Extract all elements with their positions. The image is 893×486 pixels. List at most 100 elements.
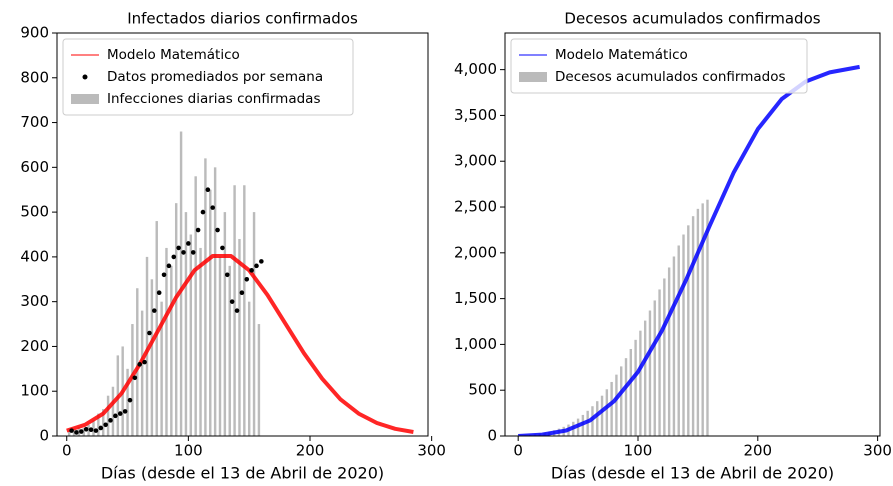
point [113, 413, 118, 419]
bar [131, 324, 134, 436]
point [156, 290, 162, 296]
legend-swatch [519, 72, 547, 82]
bar [648, 310, 652, 436]
bar [677, 245, 680, 436]
point [83, 426, 89, 432]
bar [247, 301, 251, 436]
x-tick-label: 300 [417, 442, 446, 460]
y-tick-label: 900 [20, 24, 49, 42]
bar [243, 185, 246, 436]
bar [92, 420, 95, 436]
chart-title: Decesos acumulados confirmados [564, 10, 820, 28]
point [239, 290, 245, 296]
bar [97, 413, 100, 436]
bar [77, 427, 81, 436]
y-tick-label: 500 [468, 381, 497, 399]
bar [643, 320, 647, 436]
point [98, 425, 104, 431]
y-tick-label: 800 [20, 68, 49, 86]
y-tick-label: 100 [20, 382, 49, 400]
bar [160, 301, 163, 436]
point [249, 268, 254, 273]
bar [634, 339, 637, 436]
bar [213, 167, 217, 436]
bar [682, 234, 685, 436]
point [88, 427, 94, 433]
bar [605, 389, 609, 436]
bar [174, 203, 178, 436]
y-tick-label: 2,000 [454, 243, 497, 261]
point [79, 429, 84, 434]
x-tick-label: 200 [296, 442, 325, 460]
bar [228, 265, 231, 436]
point [190, 250, 196, 255]
bar [179, 131, 183, 436]
bar [102, 409, 105, 436]
point [103, 422, 108, 428]
bar [624, 358, 628, 436]
y-tick-label: 700 [20, 113, 49, 131]
bar [189, 234, 193, 436]
x-tick-label: 200 [743, 442, 772, 460]
point [69, 428, 74, 433]
y-tick-label: 4,000 [454, 60, 497, 78]
legend-swatch [82, 74, 88, 80]
point [254, 263, 259, 269]
bar [126, 368, 129, 436]
point [200, 209, 206, 215]
bar [706, 199, 709, 436]
point [142, 359, 147, 365]
bar [610, 381, 613, 436]
legend-box [62, 38, 354, 116]
point [117, 411, 123, 416]
bar [629, 348, 632, 436]
point [244, 276, 250, 282]
point [186, 241, 191, 246]
legend-label: Decesos acumulados confirmados [555, 69, 786, 85]
bar [223, 212, 227, 436]
point [181, 250, 186, 255]
legend-box [510, 38, 808, 94]
subplot: Decesos acumulados confirmados Días (desd… [454, 10, 892, 483]
point [132, 375, 138, 381]
bar [696, 208, 700, 436]
y-tick-label: 0 [39, 427, 49, 445]
point [259, 259, 264, 264]
point [74, 430, 79, 435]
bar [204, 158, 207, 436]
bar [600, 395, 604, 436]
bar [238, 238, 241, 436]
y-tick-label: 500 [20, 203, 49, 221]
axes-frame [504, 32, 881, 437]
plot-area [518, 64, 860, 436]
legend-label: Modelo Matemático [107, 47, 240, 63]
point [152, 308, 157, 313]
bar [155, 221, 158, 436]
bar [82, 427, 85, 436]
bar [658, 289, 661, 436]
bar [691, 216, 695, 436]
bar [653, 300, 656, 436]
point [205, 187, 211, 193]
model-line [66, 253, 414, 434]
bar [150, 279, 154, 436]
legend-label: Infecciones diarias confirmadas [107, 91, 320, 107]
point [161, 272, 167, 278]
bar [639, 330, 642, 436]
bar [106, 395, 110, 436]
y-tick-label: 2,500 [454, 198, 497, 216]
x-tick-label: 100 [174, 442, 203, 460]
point [171, 254, 177, 260]
subplot: Infectados diarios confirmados Días (desd… [20, 10, 446, 483]
point [210, 205, 215, 210]
bar [136, 288, 139, 436]
bar [218, 256, 222, 436]
bar [672, 256, 676, 436]
y-tick-label: 600 [20, 158, 49, 176]
bar [257, 324, 261, 436]
bar [687, 225, 690, 436]
bar [252, 212, 256, 436]
bar [620, 366, 623, 436]
y-tick-label: 400 [20, 247, 49, 265]
